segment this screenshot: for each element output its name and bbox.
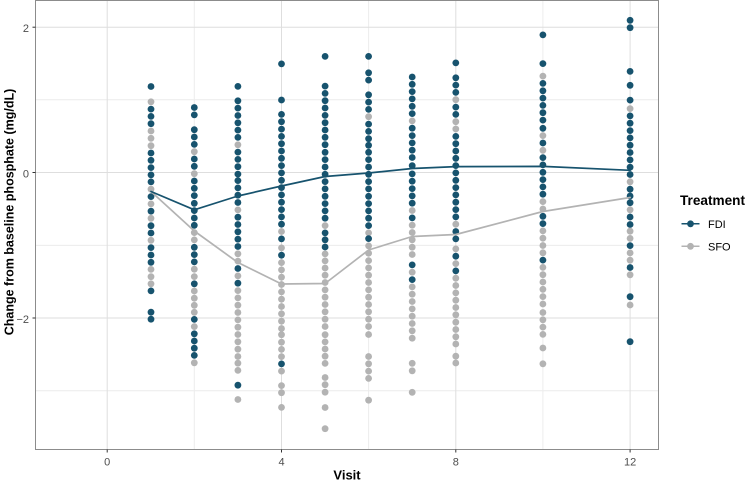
svg-text:12: 12 bbox=[624, 457, 636, 469]
svg-text:FDI: FDI bbox=[708, 219, 726, 231]
svg-text:SFO: SFO bbox=[708, 241, 731, 253]
svg-text:0: 0 bbox=[104, 457, 110, 469]
svg-text:8: 8 bbox=[453, 457, 459, 469]
svg-text:Change from baseline phosphate: Change from baseline phosphate (mg/dL) bbox=[3, 89, 17, 336]
svg-text:Treatment: Treatment bbox=[680, 193, 745, 208]
svg-text:0: 0 bbox=[23, 168, 29, 180]
svg-text:2: 2 bbox=[23, 23, 29, 35]
svg-text:Visit: Visit bbox=[333, 468, 361, 480]
svg-text:4: 4 bbox=[278, 457, 284, 469]
svg-text:−2: −2 bbox=[16, 314, 29, 326]
